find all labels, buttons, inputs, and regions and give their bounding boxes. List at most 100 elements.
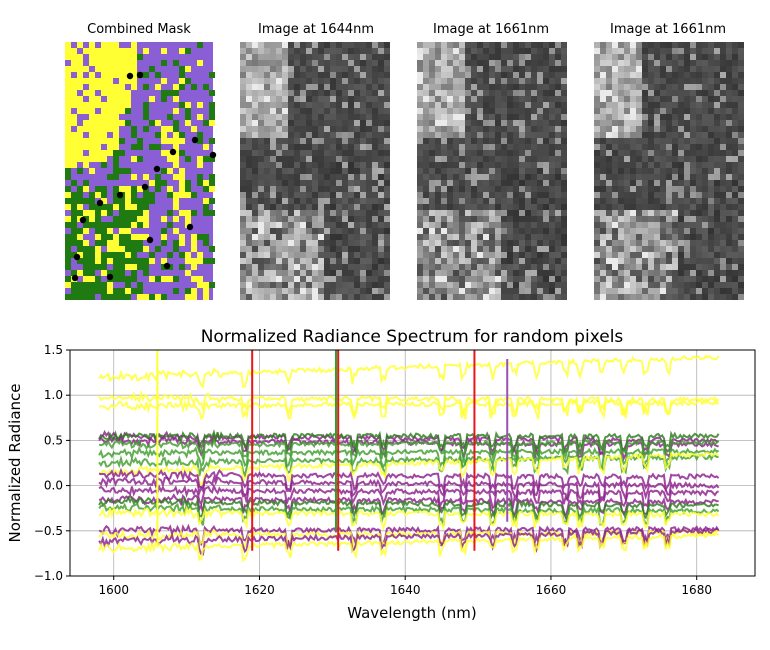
mask-cell xyxy=(119,54,125,60)
image-pixel xyxy=(495,174,501,180)
image-pixel xyxy=(240,246,246,252)
image-pixel xyxy=(519,270,525,276)
mask-cell xyxy=(185,180,191,186)
image-pixel xyxy=(561,228,567,234)
image-pixel xyxy=(246,90,252,96)
image-pixel xyxy=(690,252,696,258)
image-pixel xyxy=(360,222,366,228)
mask-cell xyxy=(119,48,125,54)
image-pixel xyxy=(384,66,390,72)
image-pixel xyxy=(555,144,561,150)
image-pixel xyxy=(666,222,672,228)
image-pixel xyxy=(306,72,312,78)
image-pixel xyxy=(306,114,312,120)
image-pixel xyxy=(372,180,378,186)
mask-cell xyxy=(89,150,95,156)
image-pixel xyxy=(726,120,732,126)
image-pixel xyxy=(312,54,318,60)
mask-cell xyxy=(143,84,149,90)
image-pixel xyxy=(696,120,702,126)
mask-cell xyxy=(65,246,71,252)
image-pixel xyxy=(714,192,720,198)
image-pixel xyxy=(429,174,435,180)
mask-cell xyxy=(83,120,89,126)
image-pixel xyxy=(342,138,348,144)
image-pixel xyxy=(624,216,630,222)
image-pixel xyxy=(360,192,366,198)
image-pixel xyxy=(561,210,567,216)
image-pixel xyxy=(702,174,708,180)
image-pixel xyxy=(429,90,435,96)
image-pixel xyxy=(447,84,453,90)
mask-cell xyxy=(65,240,71,246)
image-pixel xyxy=(318,228,324,234)
image-pixel xyxy=(555,60,561,66)
image-pixel xyxy=(642,228,648,234)
image-pixel xyxy=(447,168,453,174)
image-pixel xyxy=(264,258,270,264)
image-pixel xyxy=(561,192,567,198)
image-pixel xyxy=(336,48,342,54)
mask-cell xyxy=(65,42,71,48)
image-pixel xyxy=(594,66,600,72)
image-pixel xyxy=(318,282,324,288)
image-pixel xyxy=(690,114,696,120)
image-pixel xyxy=(300,126,306,132)
image-pixel xyxy=(720,222,726,228)
image-pixel xyxy=(264,90,270,96)
image-pixel xyxy=(282,264,288,270)
image-pixel xyxy=(423,48,429,54)
image-pixel xyxy=(348,84,354,90)
image-pixel xyxy=(612,294,618,300)
image-pixel xyxy=(549,138,555,144)
image-pixel xyxy=(624,138,630,144)
image-pixel xyxy=(543,234,549,240)
image-pixel xyxy=(660,96,666,102)
image-pixel xyxy=(708,294,714,300)
image-pixel xyxy=(354,210,360,216)
image-pixel xyxy=(708,42,714,48)
image-pixel xyxy=(447,150,453,156)
image-pixel xyxy=(732,180,738,186)
image-pixel xyxy=(660,54,666,60)
image-pixel xyxy=(489,42,495,48)
image-pixel xyxy=(660,186,666,192)
image-pixel xyxy=(264,108,270,114)
mask-cell xyxy=(137,234,143,240)
mask-cell xyxy=(131,198,137,204)
image-pixel xyxy=(642,264,648,270)
image-pixel xyxy=(312,234,318,240)
image-pixel xyxy=(600,240,606,246)
mask-cell xyxy=(95,246,101,252)
image-pixel xyxy=(354,168,360,174)
image-pixel xyxy=(471,252,477,258)
image-pixel xyxy=(636,162,642,168)
mask-cell xyxy=(77,246,83,252)
mask-cell xyxy=(161,60,167,66)
mask-cell xyxy=(71,198,77,204)
image-pixel xyxy=(342,120,348,126)
image-pixel xyxy=(501,114,507,120)
image-pixel xyxy=(324,282,330,288)
image-pixel xyxy=(696,66,702,72)
image-pixel xyxy=(336,240,342,246)
image-pixel xyxy=(555,90,561,96)
mask-cell xyxy=(119,150,125,156)
mask-cell xyxy=(125,54,131,60)
image-pixel xyxy=(330,210,336,216)
image-pixel xyxy=(543,60,549,66)
image-pixel xyxy=(384,96,390,102)
image-pixel xyxy=(501,234,507,240)
image-pixel xyxy=(477,120,483,126)
image-pixel xyxy=(525,54,531,60)
image-pixel xyxy=(600,210,606,216)
image-pixel xyxy=(600,132,606,138)
image-pixel xyxy=(702,78,708,84)
image-pixel xyxy=(294,282,300,288)
image-pixel xyxy=(276,108,282,114)
image-pixel xyxy=(495,132,501,138)
image-pixel xyxy=(684,186,690,192)
image-pixel xyxy=(660,120,666,126)
image-pixel xyxy=(348,282,354,288)
image-pixel xyxy=(684,96,690,102)
